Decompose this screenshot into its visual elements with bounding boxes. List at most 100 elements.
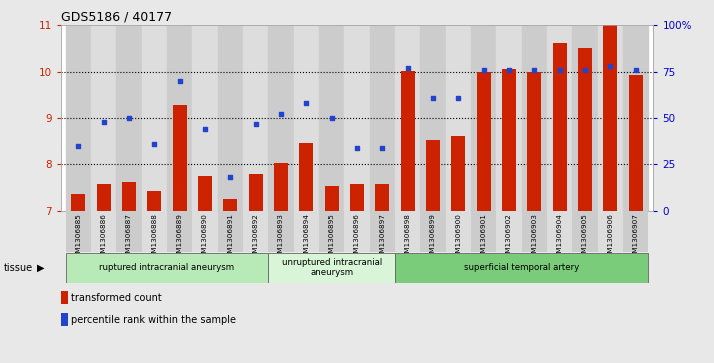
Text: superficial temporal artery: superficial temporal artery xyxy=(464,263,579,272)
Bar xyxy=(496,25,522,211)
Bar xyxy=(446,25,471,211)
Point xyxy=(554,67,565,73)
Text: GSM1306893: GSM1306893 xyxy=(278,213,284,261)
Text: GSM1306906: GSM1306906 xyxy=(607,213,613,261)
Bar xyxy=(350,184,364,211)
Bar xyxy=(628,76,643,211)
Bar xyxy=(71,194,86,211)
Text: GSM1306888: GSM1306888 xyxy=(151,213,157,261)
Point xyxy=(301,100,312,106)
Bar xyxy=(97,184,111,211)
Bar xyxy=(477,72,491,211)
Point xyxy=(276,111,287,117)
Bar xyxy=(192,25,218,211)
Point xyxy=(453,95,464,101)
Text: percentile rank within the sample: percentile rank within the sample xyxy=(71,315,236,325)
Bar xyxy=(421,25,446,211)
Text: GSM1306891: GSM1306891 xyxy=(227,213,233,261)
Bar xyxy=(268,25,293,211)
Point xyxy=(427,95,438,101)
Bar xyxy=(522,25,547,211)
Text: GSM1306892: GSM1306892 xyxy=(253,213,258,261)
Text: GSM1306898: GSM1306898 xyxy=(405,213,411,261)
Bar xyxy=(248,175,263,211)
Bar xyxy=(268,211,293,252)
Bar xyxy=(395,253,648,282)
Point xyxy=(630,67,641,73)
Text: GSM1306885: GSM1306885 xyxy=(76,213,81,261)
Point xyxy=(478,67,489,73)
Bar xyxy=(623,25,648,211)
Text: ▶: ▶ xyxy=(37,263,45,273)
Point xyxy=(503,67,515,73)
Bar xyxy=(116,211,142,252)
Bar xyxy=(370,211,395,252)
Bar xyxy=(421,211,446,252)
Bar xyxy=(274,163,288,211)
Bar xyxy=(578,48,592,211)
Bar xyxy=(370,25,395,211)
Bar xyxy=(243,25,268,211)
Bar xyxy=(572,25,598,211)
Text: GSM1306899: GSM1306899 xyxy=(430,213,436,261)
Bar xyxy=(293,211,319,252)
Bar xyxy=(173,105,186,211)
Text: GSM1306900: GSM1306900 xyxy=(456,213,461,261)
Bar xyxy=(293,25,319,211)
Bar xyxy=(426,140,440,211)
Text: unruptured intracranial
aneurysm: unruptured intracranial aneurysm xyxy=(281,258,382,277)
Bar xyxy=(319,211,344,252)
Bar xyxy=(553,43,567,211)
Text: ruptured intracranial aneurysm: ruptured intracranial aneurysm xyxy=(99,263,235,272)
Bar xyxy=(603,25,617,211)
Bar xyxy=(446,211,471,252)
Bar xyxy=(502,69,516,211)
Point xyxy=(98,119,109,125)
Point xyxy=(528,67,540,73)
Point xyxy=(250,121,261,126)
Text: GSM1306897: GSM1306897 xyxy=(379,213,386,261)
Bar xyxy=(147,191,161,211)
Bar xyxy=(61,291,68,304)
Bar xyxy=(142,211,167,252)
Bar xyxy=(451,135,466,211)
Bar xyxy=(344,25,370,211)
Bar xyxy=(91,211,116,252)
Bar xyxy=(218,211,243,252)
Text: GSM1306894: GSM1306894 xyxy=(303,213,309,261)
Bar xyxy=(243,211,268,252)
Bar xyxy=(547,25,572,211)
Bar xyxy=(496,211,522,252)
Bar xyxy=(268,253,395,282)
Text: GSM1306905: GSM1306905 xyxy=(582,213,588,261)
Bar xyxy=(116,25,142,211)
Bar xyxy=(395,25,421,211)
Point xyxy=(376,145,388,151)
Bar xyxy=(167,25,192,211)
Bar xyxy=(192,211,218,252)
Bar xyxy=(522,211,547,252)
Bar xyxy=(198,176,212,211)
Text: GSM1306886: GSM1306886 xyxy=(101,213,107,261)
Text: GSM1306903: GSM1306903 xyxy=(531,213,537,261)
Text: GSM1306902: GSM1306902 xyxy=(506,213,512,261)
Bar xyxy=(547,211,572,252)
Bar xyxy=(218,25,243,211)
Bar xyxy=(223,199,237,211)
Point xyxy=(149,141,160,147)
Point xyxy=(402,65,413,71)
Text: GSM1306890: GSM1306890 xyxy=(202,213,208,261)
Text: GSM1306895: GSM1306895 xyxy=(328,213,335,261)
Bar xyxy=(91,25,116,211)
Bar xyxy=(572,211,598,252)
Text: GSM1306896: GSM1306896 xyxy=(354,213,360,261)
Point xyxy=(326,115,338,121)
Point xyxy=(199,126,211,132)
Text: GSM1306887: GSM1306887 xyxy=(126,213,132,261)
Point xyxy=(579,67,590,73)
Bar xyxy=(122,182,136,211)
Text: GDS5186 / 40177: GDS5186 / 40177 xyxy=(61,11,172,24)
Bar xyxy=(299,143,313,211)
Text: transformed count: transformed count xyxy=(71,293,162,303)
Bar xyxy=(66,211,91,252)
